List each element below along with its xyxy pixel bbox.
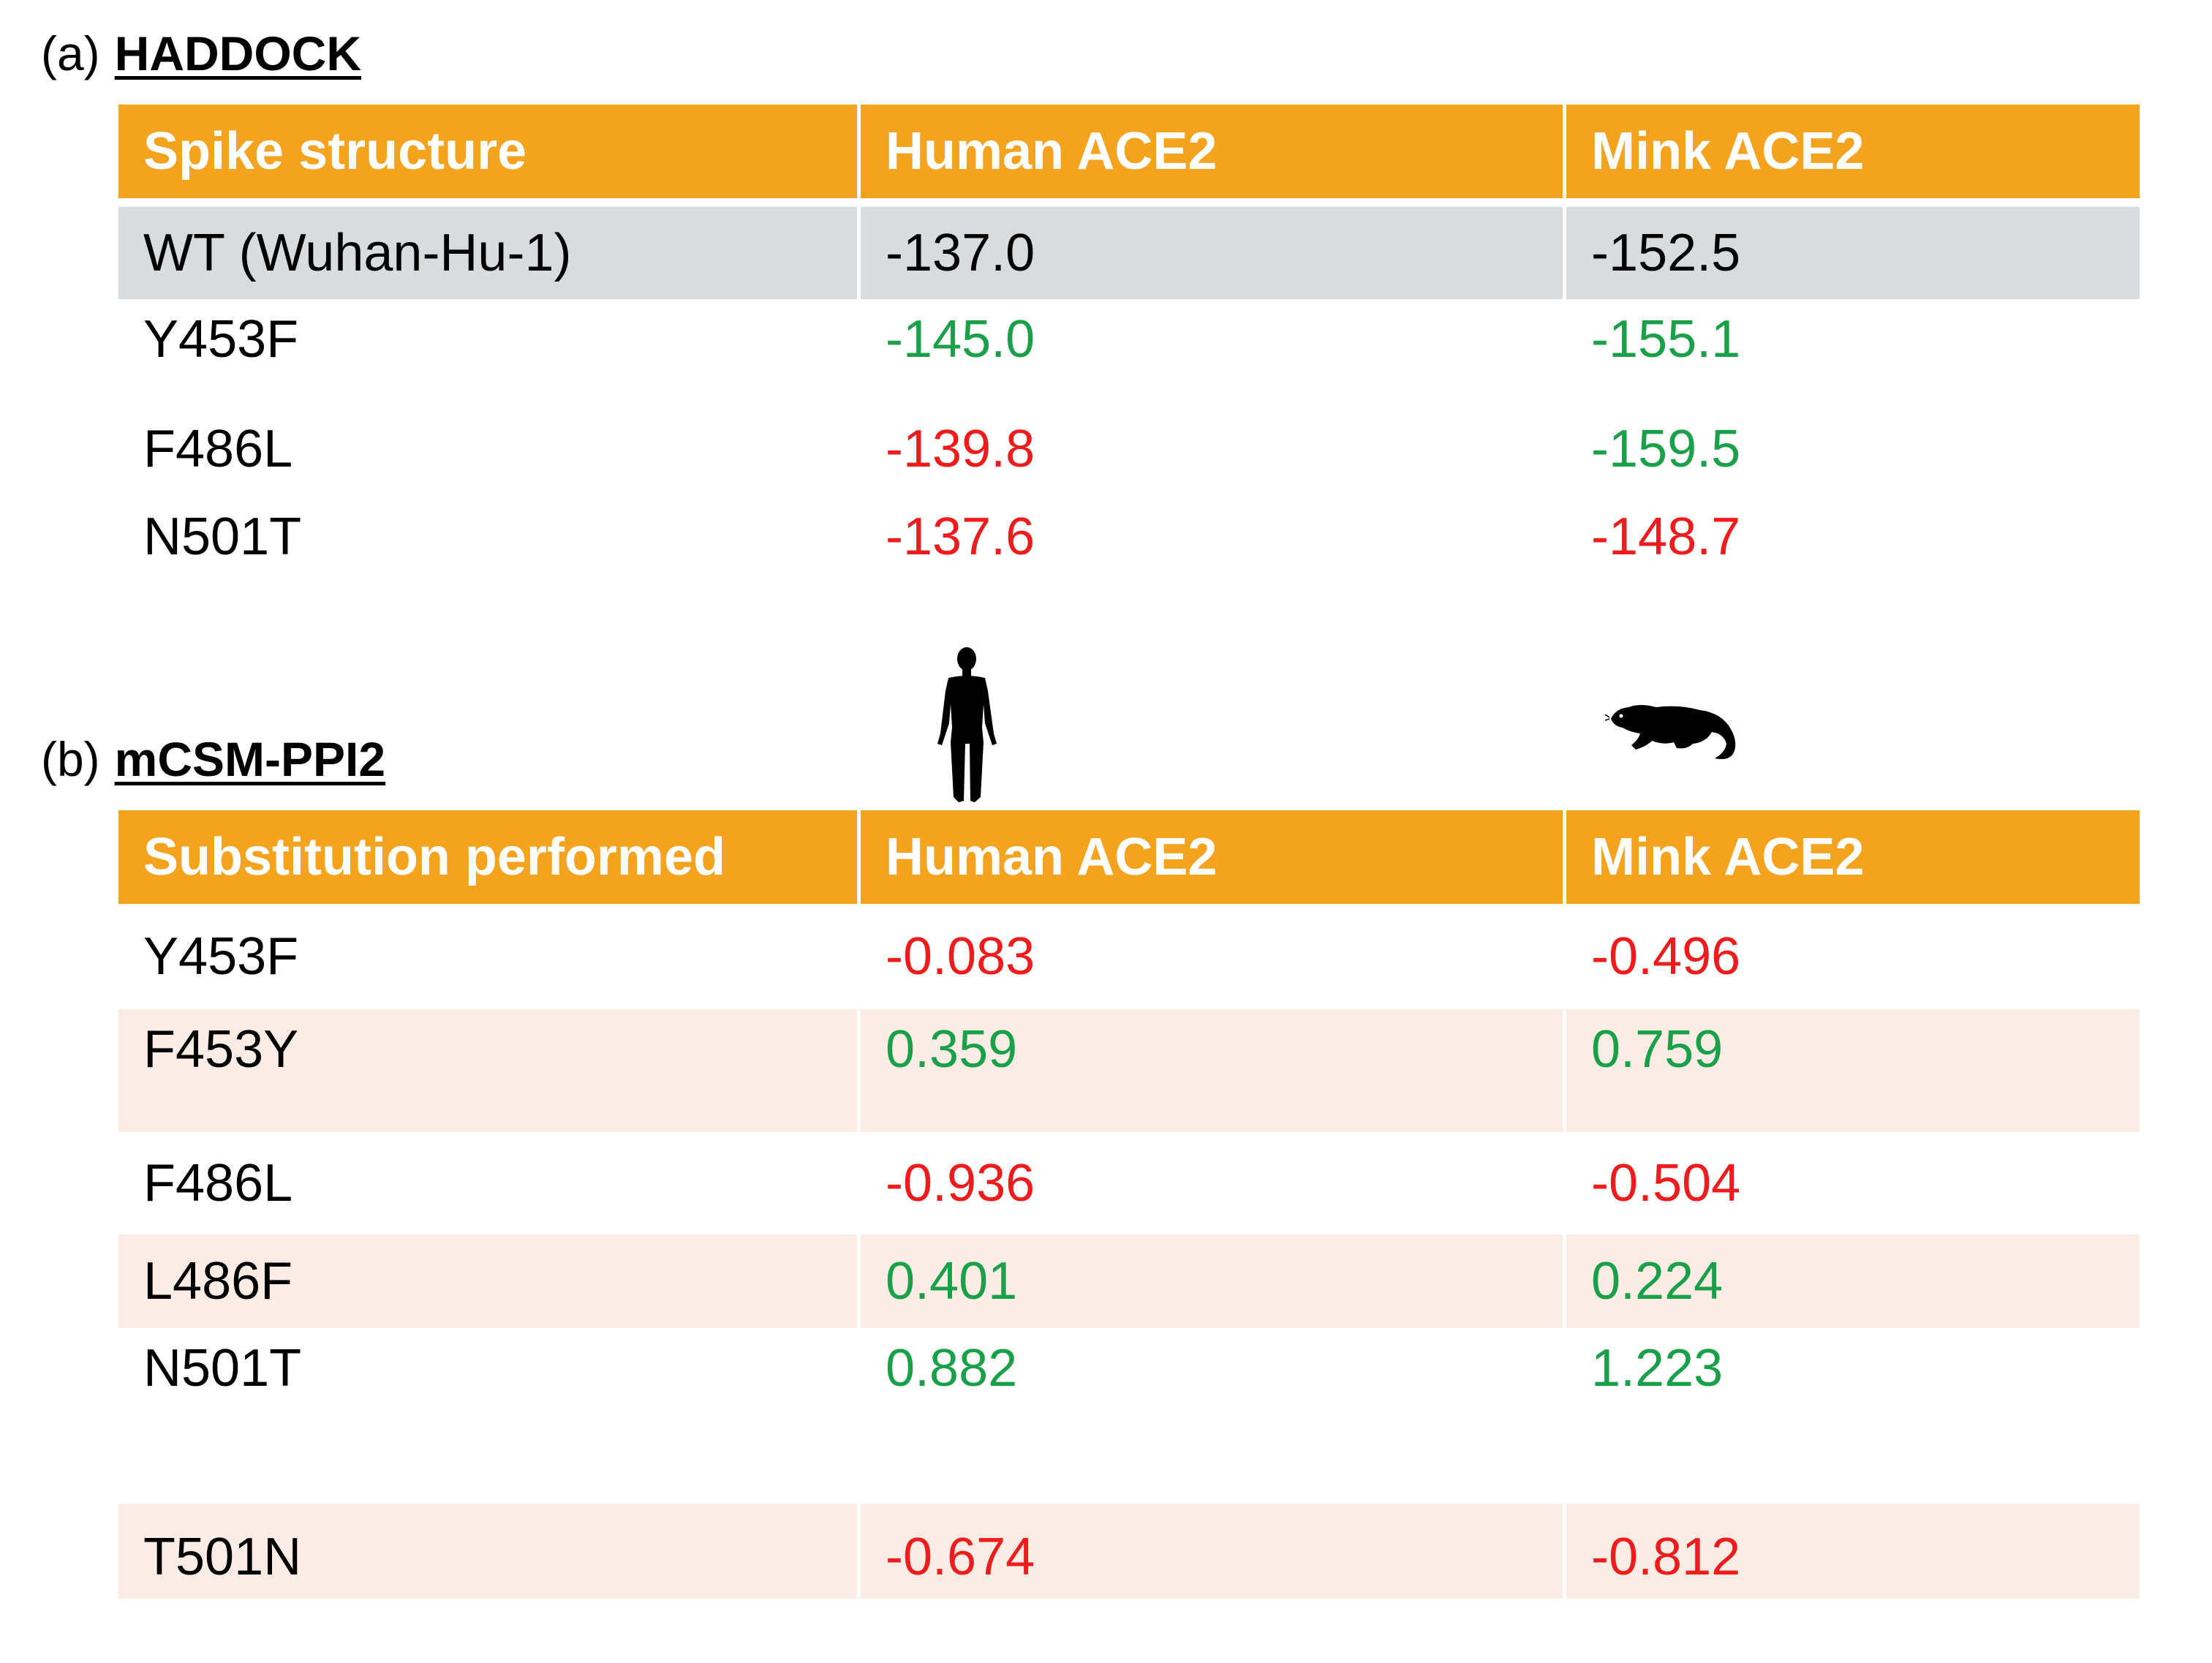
haddock-human-value: -137.6 — [861, 497, 1566, 592]
human-silhouette-icon — [932, 647, 1002, 804]
section-a-letter: (a) — [41, 26, 100, 80]
haddock-row-label: F486L — [118, 401, 861, 497]
haddock-row-label: WT (Wuhan-Hu-1) — [118, 207, 861, 299]
mcsm-mink-value: 0.224 — [1566, 1234, 2140, 1328]
section-a-title: HADDOCK — [114, 26, 361, 80]
section-b-letter: (b) — [41, 732, 100, 786]
mcsm-row-label: N501T — [118, 1328, 861, 1504]
mcsm-table: Substitution performed Human ACE2 Mink A… — [118, 810, 2140, 1599]
mcsm-mink-value: 0.759 — [1566, 1009, 2140, 1132]
haddock-table: Spike structure Human ACE2 Mink ACE2 WT … — [118, 105, 2140, 592]
mink-silhouette-icon — [1604, 691, 1744, 764]
haddock-row: N501T -137.6 -148.7 — [118, 497, 2140, 592]
mcsm-mink-value: -0.812 — [1566, 1504, 2140, 1599]
mcsm-human-value: -0.674 — [861, 1504, 1566, 1599]
mcsm-header-human: Human ACE2 — [861, 810, 1566, 904]
mcsm-row-label: L486F — [118, 1234, 861, 1328]
haddock-header-mink: Mink ACE2 — [1566, 105, 2140, 198]
mcsm-row: T501N -0.674 -0.812 — [118, 1504, 2140, 1599]
haddock-mink-value: -148.7 — [1566, 497, 2140, 592]
haddock-human-value: -145.0 — [861, 299, 1566, 401]
mcsm-row: N501T 0.882 1.223 — [118, 1328, 2140, 1504]
haddock-row-label: Y453F — [118, 299, 861, 401]
mcsm-row: Y453F -0.083 -0.496 — [118, 904, 2140, 1009]
section-b-title: mCSM-PPI2 — [114, 732, 386, 786]
haddock-header-row: Spike structure Human ACE2 Mink ACE2 — [118, 105, 2140, 198]
mcsm-header-mink: Mink ACE2 — [1566, 810, 2140, 904]
haddock-human-value: -139.8 — [861, 401, 1566, 497]
mcsm-human-value: 0.882 — [861, 1328, 1566, 1504]
mcsm-human-value: -0.936 — [861, 1132, 1566, 1234]
mcsm-human-value: 0.359 — [861, 1009, 1566, 1132]
mcsm-row-label: Y453F — [118, 904, 861, 1009]
section-b-label: (b) mCSM-PPI2 — [41, 735, 385, 783]
mcsm-row: F486L -0.936 -0.504 — [118, 1132, 2140, 1234]
mcsm-mink-value: 1.223 — [1566, 1328, 2140, 1504]
mcsm-row-label: F453Y — [118, 1009, 861, 1132]
haddock-mink-value: -159.5 — [1566, 401, 2140, 497]
mcsm-row: L486F 0.401 0.224 — [118, 1234, 2140, 1328]
mcsm-human-value: -0.083 — [861, 904, 1566, 1009]
mcsm-mink-value: -0.504 — [1566, 1132, 2140, 1234]
mcsm-human-value: 0.401 — [861, 1234, 1566, 1328]
haddock-row: WT (Wuhan-Hu-1) -137.0 -152.5 — [118, 207, 2140, 299]
mcsm-mink-value: -0.496 — [1566, 904, 2140, 1009]
mcsm-header-row: Substitution performed Human ACE2 Mink A… — [118, 810, 2140, 904]
haddock-human-value: -137.0 — [861, 207, 1566, 299]
haddock-row-label: N501T — [118, 497, 861, 592]
haddock-header-structure: Spike structure — [118, 105, 861, 198]
mcsm-row: F453Y 0.359 0.759 — [118, 1009, 2140, 1132]
mcsm-row-label: T501N — [118, 1504, 861, 1599]
haddock-mink-value: -152.5 — [1566, 207, 2140, 299]
haddock-mink-value: -155.1 — [1566, 299, 2140, 401]
mcsm-header-substitution: Substitution performed — [118, 810, 861, 904]
section-a-label: (a) HADDOCK — [41, 29, 361, 78]
haddock-row: Y453F -145.0 -155.1 — [118, 299, 2140, 401]
haddock-row: F486L -139.8 -159.5 — [118, 401, 2140, 497]
haddock-header-human: Human ACE2 — [861, 105, 1566, 198]
mcsm-row-label: F486L — [118, 1132, 861, 1234]
